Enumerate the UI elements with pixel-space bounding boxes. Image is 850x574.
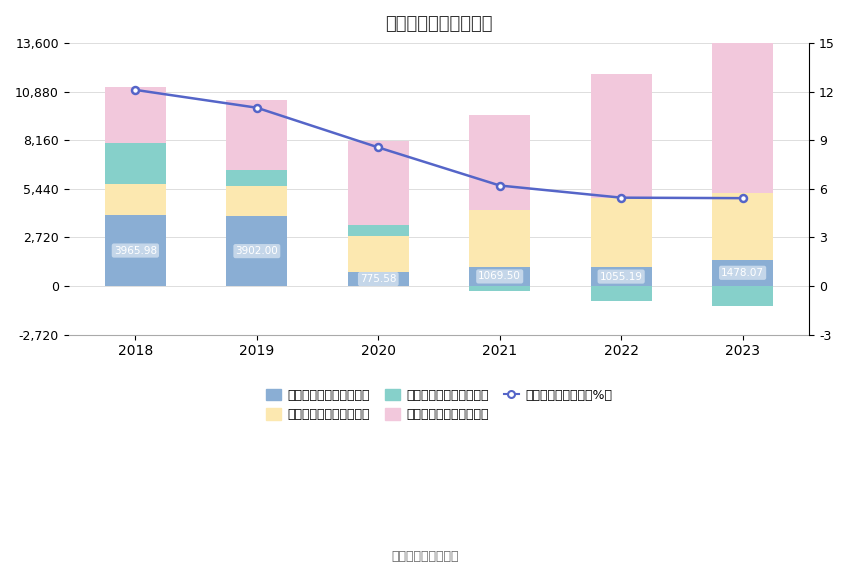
Bar (469, 115, 530, 210)
Bar (712, 259, 773, 286)
Bar (105, 215, 166, 286)
Bar (591, 267, 652, 286)
Bar (712, 43, 773, 193)
Legend: 左轴：销售费用（万元）, 左轴：管理费用（万元）, 左轴：财务费用（万元）, 左轴：研发费用（万元）, 右轴：期间费用率（%）: 左轴：销售费用（万元）, 左轴：管理费用（万元）, 左轴：财务费用（万元）, 左… (260, 383, 618, 428)
Text: 1055.19: 1055.19 (599, 272, 643, 282)
Text: 775.58: 775.58 (360, 274, 397, 284)
Bar (348, 272, 409, 286)
Bar (105, 184, 166, 215)
Text: 1478.07: 1478.07 (721, 268, 764, 278)
Bar (591, 286, 652, 301)
Text: 3965.98: 3965.98 (114, 246, 157, 255)
Bar (226, 170, 287, 186)
Bar (469, 267, 530, 286)
Bar (469, 286, 530, 292)
Bar (348, 141, 409, 226)
Bar (469, 210, 530, 267)
Bar (712, 286, 773, 306)
Bar (348, 226, 409, 236)
Bar (226, 216, 287, 286)
Text: 数据来源：恒生聚源: 数据来源：恒生聚源 (391, 550, 459, 563)
Bar (105, 87, 166, 143)
Text: 1069.50: 1069.50 (479, 272, 521, 281)
Bar (226, 186, 287, 216)
Bar (105, 143, 166, 184)
Bar (226, 100, 287, 170)
Bar (712, 193, 773, 259)
Bar (348, 236, 409, 272)
Bar (591, 198, 652, 267)
Title: 历年期间费用变化情况: 历年期间费用变化情况 (385, 15, 493, 33)
Text: 3902.00: 3902.00 (235, 246, 278, 256)
Bar (591, 74, 652, 198)
